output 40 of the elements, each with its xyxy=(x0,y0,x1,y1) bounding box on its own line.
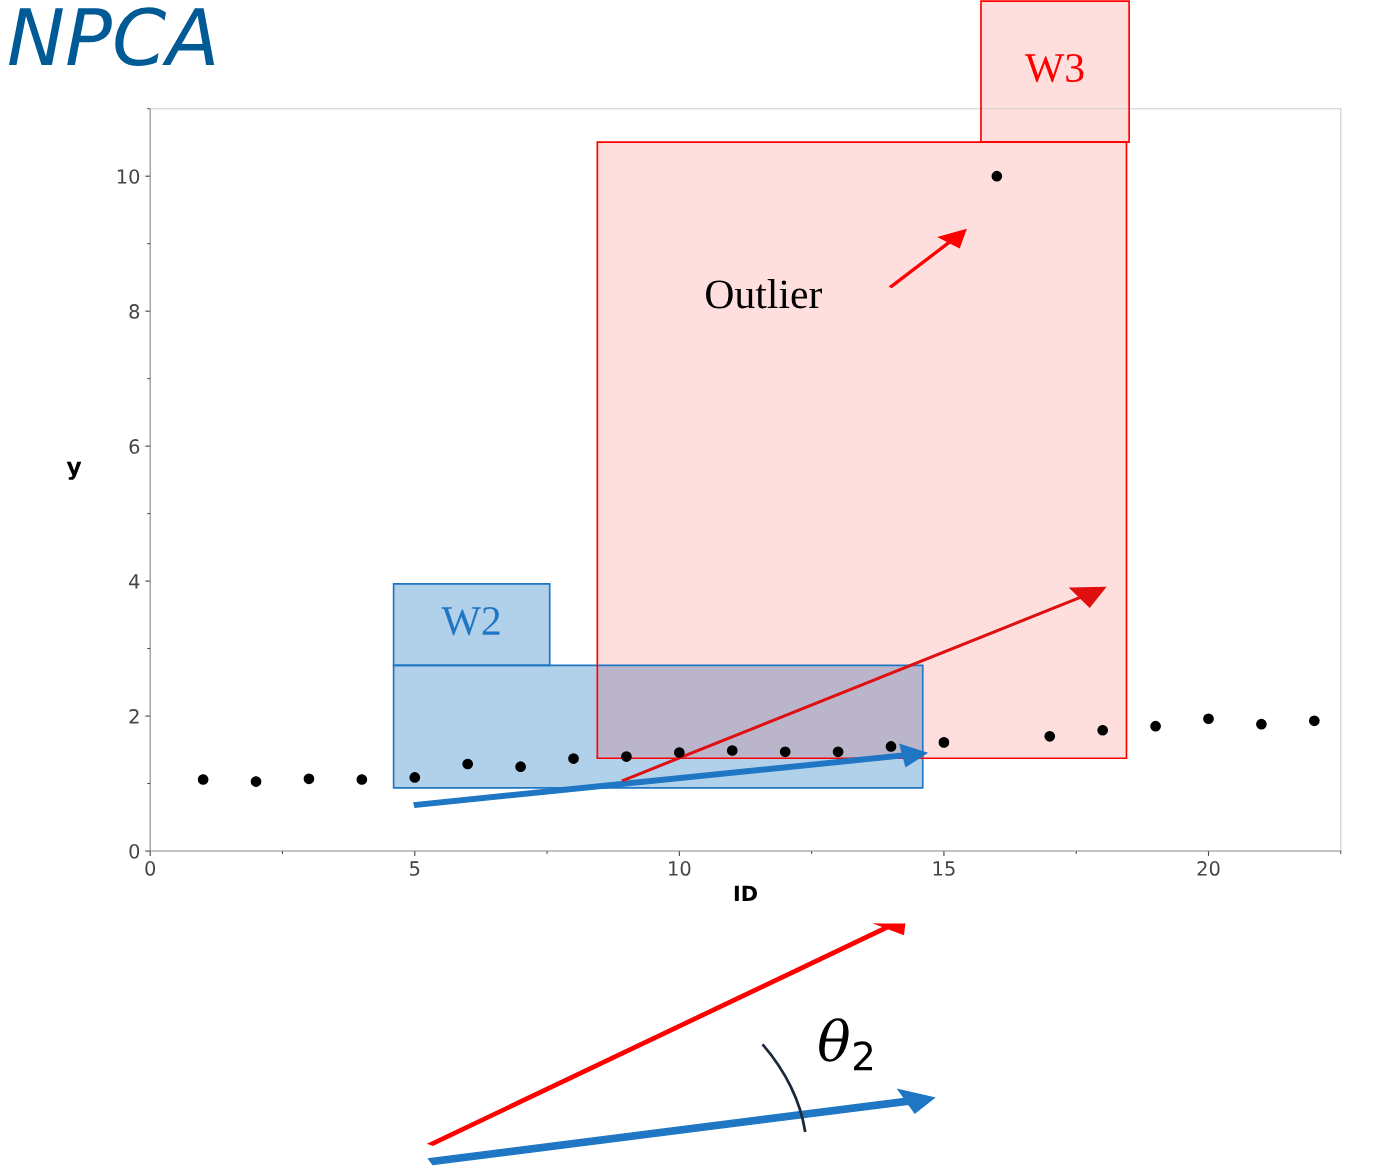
point xyxy=(1097,724,1109,736)
point xyxy=(621,751,632,762)
point xyxy=(991,170,1003,182)
y-axis-title: y xyxy=(66,461,82,480)
y-tick-label: 2 xyxy=(129,709,139,724)
point xyxy=(885,741,897,752)
x-tick-label: 15 xyxy=(933,861,955,876)
x-tick-label: 0 xyxy=(145,861,156,876)
point xyxy=(832,746,844,758)
y-tick-label: 4 xyxy=(129,574,140,589)
x-tick-label: 10 xyxy=(669,861,691,876)
annotation: Outlier xyxy=(706,279,822,309)
x-tick-label: 20 xyxy=(1197,861,1220,876)
y-tick-label: 10 xyxy=(117,169,140,184)
point xyxy=(726,745,738,756)
point xyxy=(462,758,474,770)
x-tick-label: 5 xyxy=(410,861,420,876)
point xyxy=(1150,720,1161,732)
band-label: W3 xyxy=(1025,54,1084,83)
y-tick-label: 6 xyxy=(129,439,140,454)
point xyxy=(356,774,368,785)
point xyxy=(515,761,526,773)
band-label: W2 xyxy=(441,607,500,636)
text: θ$_{2}$ xyxy=(819,1018,873,1071)
point xyxy=(250,776,262,787)
point xyxy=(779,746,791,758)
point xyxy=(303,773,315,785)
chart-title: NPCA xyxy=(8,7,215,67)
point xyxy=(1044,730,1056,742)
point xyxy=(938,737,950,748)
point xyxy=(568,753,579,764)
point xyxy=(197,774,209,785)
point xyxy=(1308,715,1320,727)
point xyxy=(1203,713,1214,725)
x-axis-title: ID xyxy=(734,885,757,901)
y-tick-label: 0 xyxy=(129,843,140,859)
point xyxy=(1256,718,1267,730)
y-tick-label: 8 xyxy=(129,304,140,319)
point xyxy=(674,747,685,758)
point xyxy=(409,772,421,783)
